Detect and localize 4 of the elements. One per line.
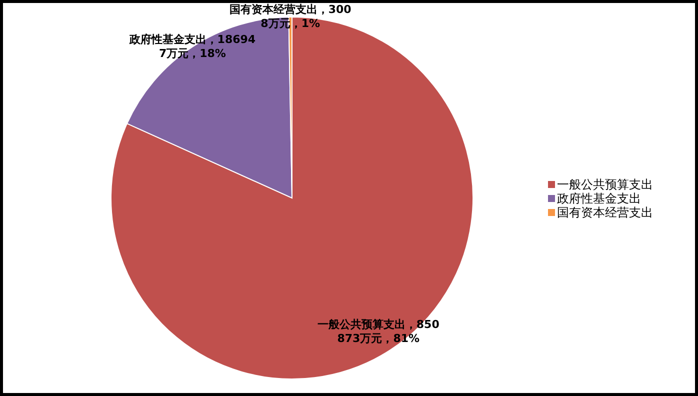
legend-label: 政府性基金支出 [557,191,641,206]
legend-label: 国有资本经营支出 [557,205,653,220]
pie-slice [110,16,474,380]
legend-label: 一般公共预算支出 [557,177,653,192]
